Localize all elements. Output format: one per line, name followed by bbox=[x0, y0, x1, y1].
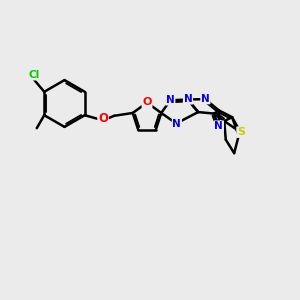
Text: N: N bbox=[201, 94, 210, 103]
Text: N: N bbox=[172, 119, 181, 129]
Text: O: O bbox=[98, 112, 108, 125]
Text: Cl: Cl bbox=[28, 70, 40, 80]
Text: S: S bbox=[237, 127, 245, 137]
Text: O: O bbox=[142, 97, 152, 107]
Text: N: N bbox=[166, 95, 175, 105]
Text: N: N bbox=[214, 121, 223, 131]
Text: N: N bbox=[184, 94, 192, 104]
